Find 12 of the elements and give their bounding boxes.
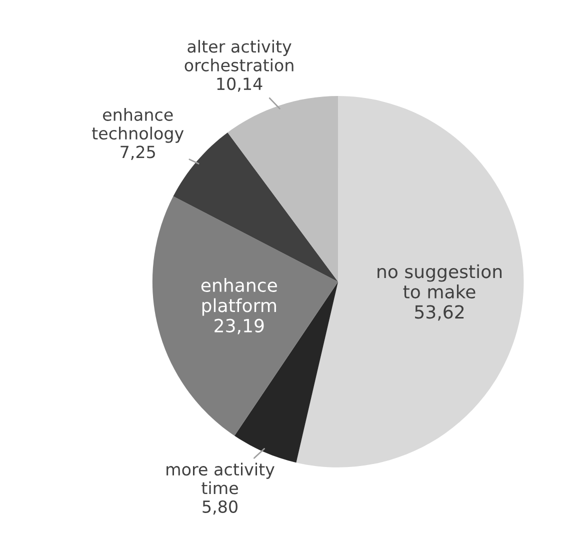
slice-label: no suggestion to make — [378, 264, 502, 299]
pie-slice — [152, 196, 338, 436]
data-label: 53,62 — [415, 305, 464, 321]
data-label: 7,25 — [120, 146, 155, 160]
pie-slice — [296, 96, 524, 468]
slice-label: enhance platform — [201, 278, 277, 316]
slice-label: alter activity orchestration — [184, 40, 294, 72]
data-label: 10,14 — [217, 77, 262, 92]
slice-label: more activity time — [166, 462, 274, 494]
slice-label: enhance technology — [92, 108, 184, 143]
data-label: 23,19 — [214, 318, 264, 334]
data-label: 5,80 — [202, 500, 238, 515]
